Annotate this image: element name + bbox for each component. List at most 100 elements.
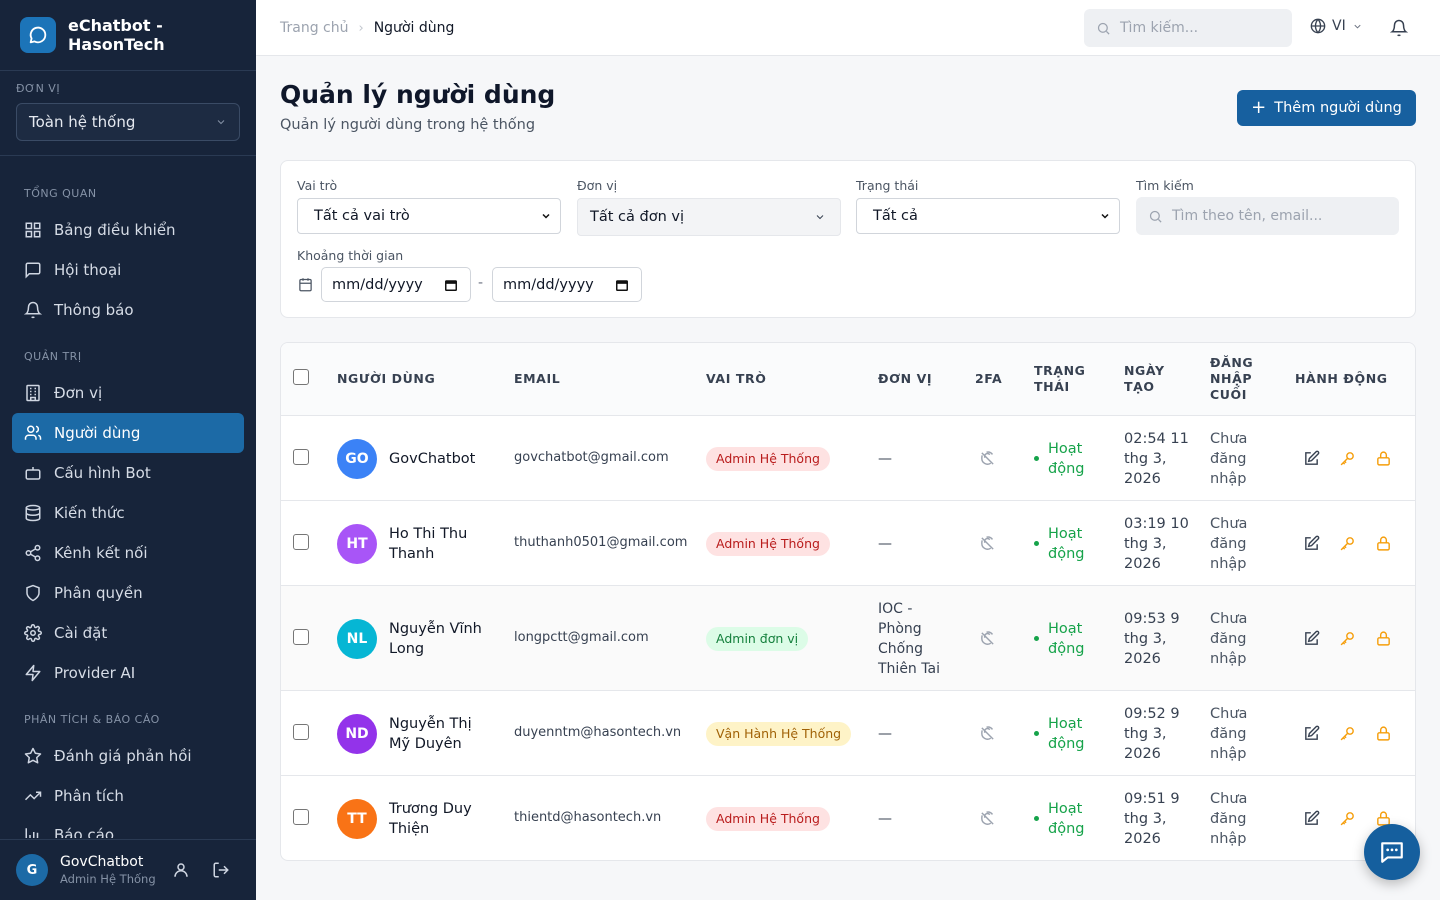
- key-icon[interactable]: [1339, 450, 1356, 467]
- role-filter-select[interactable]: Tất cả vai trò: [297, 198, 561, 234]
- table-row[interactable]: ND Nguyễn Thị Mỹ Duyên duyenntm@hasontech.…: [281, 691, 1415, 776]
- row-checkbox[interactable]: [293, 723, 309, 740]
- edit-icon[interactable]: [1303, 725, 1320, 742]
- sidebar-item-conversations[interactable]: Hội thoại: [12, 250, 244, 290]
- sidebar-item-users[interactable]: Người dùng: [12, 413, 244, 453]
- last-login: Chưa đăng nhập: [1210, 515, 1248, 572]
- row-checkbox[interactable]: [293, 628, 309, 645]
- table-row[interactable]: HT Ho Thi Thu Thanh thuthanh0501@gmail.com…: [281, 501, 1415, 586]
- edit-icon[interactable]: [1303, 535, 1320, 552]
- unit-select-value: Toàn hệ thống: [29, 113, 136, 131]
- calendar-picker-icon: [445, 279, 457, 291]
- section-overview: TỔNG QUAN: [24, 187, 97, 200]
- header-last-login[interactable]: ĐĂNG NHẬP CUỐI: [1210, 355, 1254, 402]
- sidebar-item-settings[interactable]: Cài đặt: [12, 613, 244, 653]
- sidebar-item-channels[interactable]: Kênh kết nối: [12, 533, 244, 573]
- avatar: NL: [337, 618, 377, 659]
- table-row[interactable]: TT Trương Duy Thiện thientd@hasontech.vn Ad…: [281, 776, 1415, 860]
- created-date: 02:54 11 thg 3, 2026: [1124, 430, 1189, 487]
- lock-icon[interactable]: [1375, 450, 1392, 467]
- sidebar-item-provider-ai[interactable]: Provider AI: [12, 653, 244, 693]
- status-filter-select[interactable]: Tất cả: [856, 198, 1120, 234]
- breadcrumb-home[interactable]: Trang chủ: [280, 20, 349, 36]
- status-text: Hoạt động: [1048, 620, 1085, 657]
- search-placeholder: Tìm kiếm...: [1120, 20, 1199, 36]
- add-user-button[interactable]: + Thêm người dùng: [1237, 90, 1416, 126]
- sidebar-item-notifications[interactable]: Thông báo: [12, 290, 244, 330]
- globe-icon: [1310, 18, 1326, 34]
- main-content: Quản lý người dùng Quản lý người dùng tr…: [256, 56, 1440, 900]
- row-checkbox[interactable]: [293, 808, 309, 825]
- chevron-down-icon: [1101, 213, 1109, 219]
- edit-icon[interactable]: [1303, 450, 1320, 467]
- status-dot: [1034, 541, 1039, 546]
- breadcrumb: Trang chủ › Người dùng: [280, 0, 454, 56]
- header-unit[interactable]: ĐƠN VỊ: [878, 371, 933, 386]
- language-selector[interactable]: VI: [1310, 18, 1363, 34]
- sidebar-user: G GovChatbot Admin Hệ Thống: [0, 839, 256, 900]
- app-name: eChatbot - HasonTech: [68, 16, 165, 54]
- brand: eChatbot - HasonTech: [0, 0, 256, 71]
- table-row[interactable]: GO GovChatbot govchatbot@gmail.com Admin Hệ…: [281, 416, 1415, 501]
- sidebar-item-feedback[interactable]: Đánh giá phản hồi: [12, 736, 244, 776]
- unit-label: ĐƠN VỊ: [16, 82, 61, 95]
- calendar-picker-icon: [616, 279, 628, 291]
- header-2fa[interactable]: 2FA: [975, 371, 1003, 386]
- status-text: Hoạt động: [1048, 800, 1085, 837]
- chat-support-button[interactable]: [1364, 824, 1420, 880]
- lock-icon[interactable]: [1375, 535, 1392, 552]
- lock-icon[interactable]: [1375, 725, 1392, 742]
- status-indicator: Hoạt động: [1034, 799, 1093, 839]
- sidebar-item-reports[interactable]: Báo cáo: [12, 816, 244, 838]
- sidebar-item-analytics[interactable]: Phân tích: [12, 776, 244, 816]
- key-icon[interactable]: [1339, 535, 1356, 552]
- database-icon: [25, 504, 41, 522]
- avatar: HT: [337, 523, 377, 564]
- user-unit: —: [878, 450, 892, 467]
- select-all-checkbox[interactable]: [293, 369, 309, 385]
- edit-icon[interactable]: [1303, 810, 1320, 827]
- key-icon[interactable]: [1339, 725, 1356, 742]
- chevron-down-icon: [542, 213, 550, 219]
- header-status[interactable]: TRẠNG THÁI: [1034, 363, 1086, 394]
- sidebar-item-dashboard[interactable]: Bảng điều khiển: [12, 210, 244, 250]
- sidebar-item-label: Báo cáo: [54, 826, 115, 838]
- sidebar-item-units[interactable]: Đơn vị: [12, 373, 244, 413]
- profile-icon[interactable]: [172, 861, 190, 879]
- global-search-input[interactable]: Tìm kiếm...: [1084, 9, 1292, 47]
- sidebar-item-permissions[interactable]: Phân quyền: [12, 573, 244, 613]
- lock-icon[interactable]: [1375, 630, 1392, 647]
- bar-chart-icon: [25, 828, 39, 838]
- sidebar-item-knowledge[interactable]: Kiến thức: [12, 493, 244, 533]
- key-icon[interactable]: [1339, 630, 1356, 647]
- sidebar-item-bot-config[interactable]: Cấu hình Bot: [12, 453, 244, 493]
- key-icon[interactable]: [1339, 810, 1356, 827]
- header-email[interactable]: EMAIL: [514, 371, 561, 386]
- last-login: Chưa đăng nhập: [1210, 705, 1248, 762]
- user-search-input[interactable]: Tìm theo tên, email...: [1136, 197, 1399, 235]
- status-indicator: Hoạt động: [1034, 524, 1093, 564]
- header-user[interactable]: NGƯỜI DÙNG: [337, 371, 436, 386]
- row-checkbox[interactable]: [293, 448, 309, 465]
- table-row[interactable]: NL Nguyễn Vĩnh Long longpctt@gmail.com Admi…: [281, 586, 1415, 691]
- created-date: 09:51 9 thg 3, 2026: [1124, 790, 1180, 847]
- notification-bell-icon[interactable]: [1390, 19, 1408, 37]
- user-unit: —: [878, 535, 892, 552]
- unit-filter-select[interactable]: Tất cả đơn vị: [577, 198, 841, 236]
- user-name: Ho Thi Thu Thanh: [389, 525, 468, 562]
- date-to-input[interactable]: mm/dd/yyyy: [492, 267, 642, 302]
- user-search-placeholder: Tìm theo tên, email...: [1172, 208, 1323, 224]
- table-header: NGƯỜI DÙNG EMAIL VAI TRÒ ĐƠN VỊ 2FA TRẠN…: [281, 343, 1415, 416]
- header-role[interactable]: VAI TRÒ: [706, 371, 767, 386]
- last-login: Chưa đăng nhập: [1210, 610, 1248, 667]
- avatar: ND: [337, 713, 377, 754]
- edit-icon[interactable]: [1303, 630, 1320, 647]
- sidebar-item-label: Kênh kết nối: [54, 544, 148, 562]
- dashboard-icon: [25, 222, 41, 238]
- row-checkbox[interactable]: [293, 533, 309, 550]
- date-from-input[interactable]: mm/dd/yyyy: [321, 267, 471, 302]
- unit-select[interactable]: Toàn hệ thống: [16, 103, 240, 141]
- header-created[interactable]: NGÀY TẠO: [1124, 363, 1165, 394]
- logout-icon[interactable]: [212, 861, 230, 879]
- users-icon: [24, 425, 42, 440]
